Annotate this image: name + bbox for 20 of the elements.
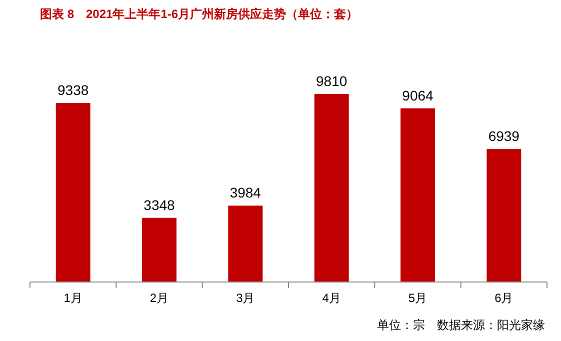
bar xyxy=(228,206,263,282)
data-label: 9810 xyxy=(316,73,348,89)
x-tick-label: 5月 xyxy=(408,291,428,305)
x-tick-label: 1月 xyxy=(64,291,82,305)
data-label: 6939 xyxy=(488,128,520,144)
x-tick-label: 4月 xyxy=(322,291,341,305)
data-label: 3348 xyxy=(144,196,176,213)
data-label: 9338 xyxy=(58,82,89,98)
chart-title: 图表 8 2021年上半年1-6月广州新房供应走势（单位：套） xyxy=(40,7,358,21)
x-tick-label: 3月 xyxy=(236,291,255,305)
x-tick-label: 6月 xyxy=(494,291,514,305)
bar xyxy=(56,103,90,282)
x-tick-label: 2月 xyxy=(150,291,169,305)
data-label: 3984 xyxy=(230,184,262,201)
bar xyxy=(486,149,522,282)
text: 单位：宗 数据来源：阳光家缘 xyxy=(377,318,545,332)
bar xyxy=(400,108,435,282)
bar xyxy=(314,94,349,282)
bar xyxy=(142,218,176,282)
data-label: 9064 xyxy=(402,87,434,104)
